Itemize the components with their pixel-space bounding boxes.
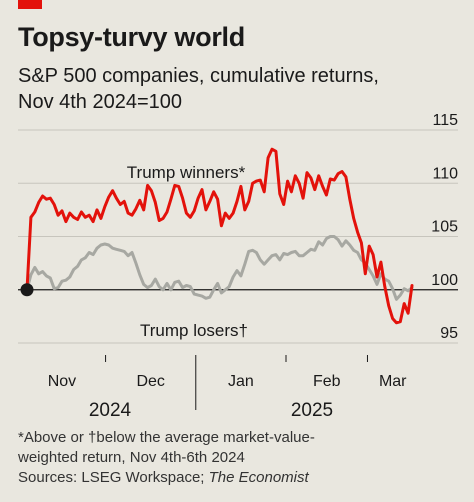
y-tick-115: 115 bbox=[432, 112, 458, 129]
start-point-marker bbox=[20, 283, 34, 297]
chart-footnote: *Above or †below the average market-valu… bbox=[18, 428, 468, 488]
year-label-2024: 2024 bbox=[89, 400, 132, 421]
series-line-winners bbox=[25, 147, 414, 325]
footnote-line-1: *Above or †below the average market-valu… bbox=[18, 429, 315, 446]
label-trump-winners: Trump winners* bbox=[127, 163, 246, 182]
footnote-line-2: weighted return, Nov 4th-6th 2024 bbox=[18, 449, 245, 466]
series-lines bbox=[20, 147, 414, 325]
x-tick-feb: Feb bbox=[313, 373, 341, 390]
y-tick-100: 100 bbox=[431, 272, 458, 289]
year-label-2025: 2025 bbox=[291, 400, 333, 421]
chart-subtitle: S&P 500 companies, cumulative returns, N… bbox=[18, 63, 458, 115]
subtitle-line-2: Nov 4th 2024=100 bbox=[18, 91, 183, 113]
gridlines bbox=[18, 129, 458, 344]
x-tick-jan: Jan bbox=[228, 373, 254, 390]
chart-title: Topsy-turvy world bbox=[18, 22, 245, 52]
x-axis: Nov Dec Jan Feb Mar 2024 2025 bbox=[48, 355, 407, 421]
footnote-sources: Sources: LSEG Workspace; The Economist bbox=[18, 468, 468, 488]
sources-publication: The Economist bbox=[208, 469, 309, 486]
y-tick-105: 105 bbox=[431, 219, 458, 236]
series-labels: Trump winners* Trump losers† bbox=[127, 163, 248, 340]
x-tick-dec: Dec bbox=[136, 373, 164, 390]
brand-accent-tag bbox=[18, 0, 42, 9]
series-line-losers bbox=[25, 235, 414, 301]
label-trump-losers: Trump losers† bbox=[140, 321, 248, 340]
y-tick-110: 110 bbox=[432, 165, 458, 182]
x-tick-mar: Mar bbox=[379, 373, 407, 390]
subtitle-line-1: S&P 500 companies, cumulative returns, bbox=[18, 65, 379, 87]
x-tick-nov: Nov bbox=[48, 373, 76, 390]
y-axis-tick-labels: 95 100 105 110 115 bbox=[431, 112, 458, 342]
sources-prefix: Sources: LSEG Workspace; bbox=[18, 469, 209, 486]
y-tick-95: 95 bbox=[440, 325, 458, 342]
